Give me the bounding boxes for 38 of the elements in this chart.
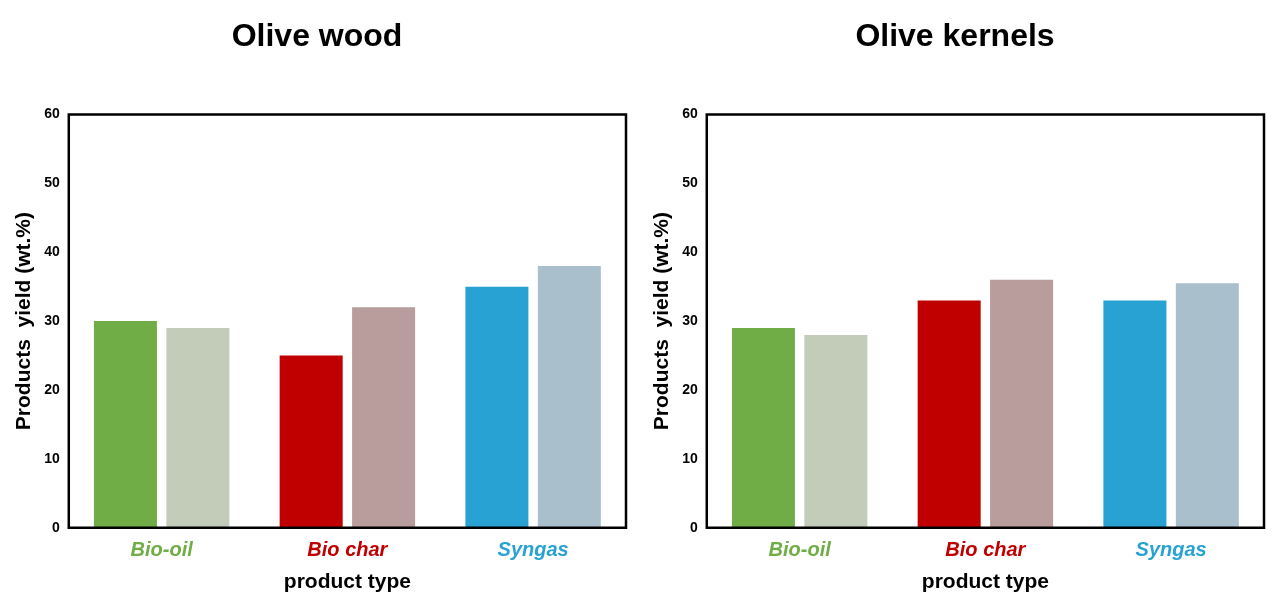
y-tick-label: 60 [682,105,698,122]
y-tick-label: 0 [51,518,60,535]
x-tick-label: Bio char [945,538,1027,561]
x-axis-title: product type [283,569,411,593]
bar [465,286,529,528]
x-tick-label: Syngas [1135,538,1207,561]
bar [93,321,157,528]
y-tick-label: 40 [682,243,698,260]
y-tick-label: 40 [44,243,60,260]
y-tick-label: 0 [689,518,698,535]
y-tick-label: 30 [682,311,698,328]
x-tick-label: Syngas [497,538,569,561]
chart-title: Olive wood [231,17,403,54]
x-tick-label: Bio-oil [130,538,194,561]
y-tick-label: 50 [44,174,60,191]
y-tick-label: 50 [682,174,698,191]
x-tick-label: Bio-oil [768,538,832,561]
y-tick-label: 30 [44,311,60,328]
y-tick-label: 20 [682,380,698,397]
x-axis-title: product type [921,569,1049,593]
bar [352,307,416,528]
bar [990,279,1054,528]
y-tick-label: 60 [44,105,60,122]
bar [917,300,981,528]
bar [1103,300,1167,528]
y-tick-label: 10 [44,449,60,466]
bar [166,327,230,528]
x-tick-label: Bio char [307,538,389,561]
chart-title: Olive kernels [855,17,1055,54]
bar [537,265,601,528]
y-tick-label: 20 [44,380,60,397]
bar [1175,283,1239,528]
bar [804,334,868,528]
bar [731,327,795,528]
y-axis-title: Products yield (wt.%) [11,212,35,431]
y-axis-title: Products yield (wt.%) [649,212,673,431]
y-tick-label: 10 [682,449,698,466]
bar [279,355,343,528]
